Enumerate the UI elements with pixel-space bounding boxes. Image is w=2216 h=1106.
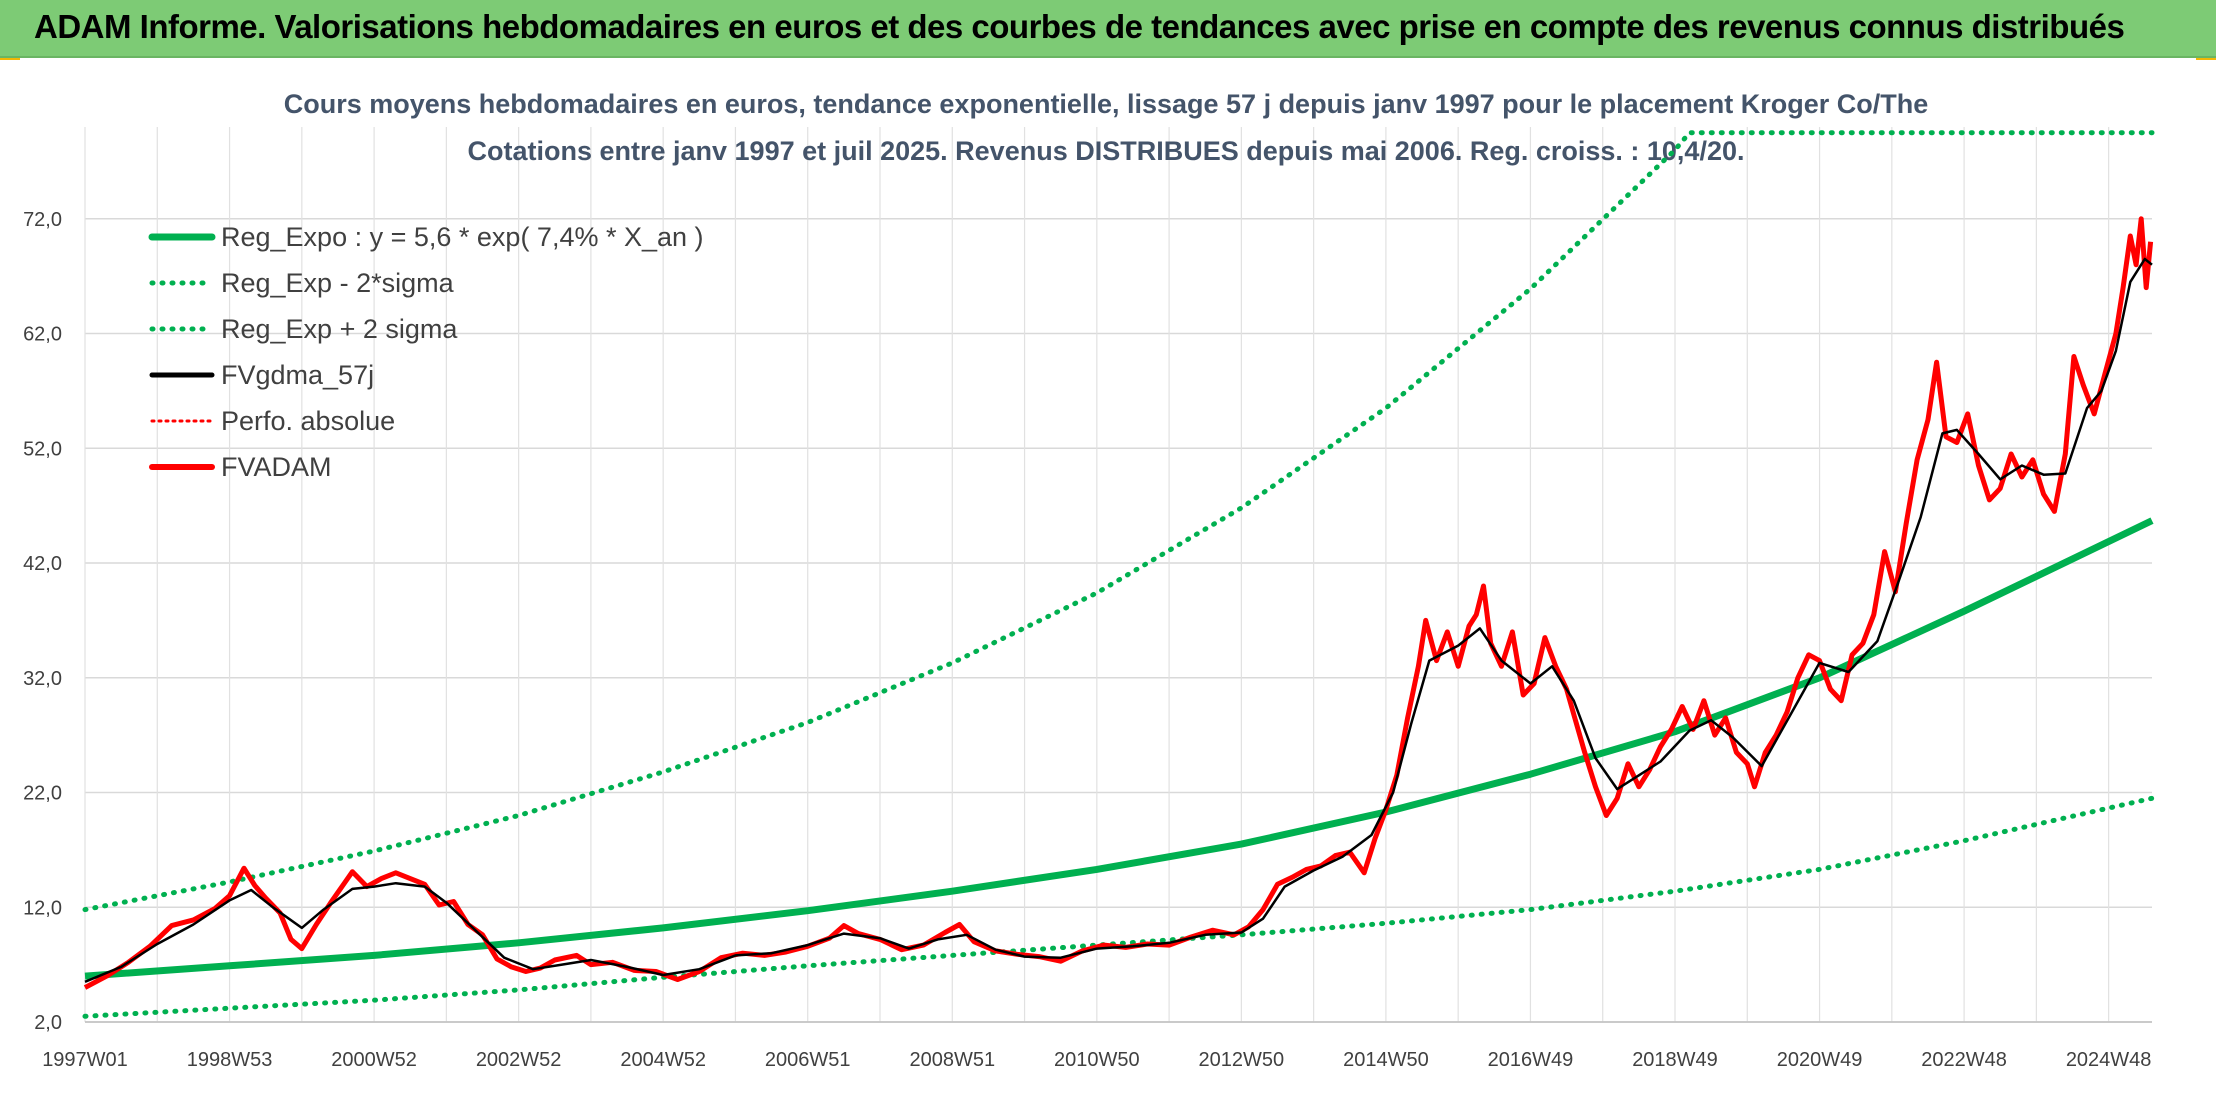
legend-label-2: Reg_Exp + 2 sigma: [221, 314, 458, 344]
x-tick-label-11: 2018W49: [1632, 1049, 1718, 1071]
x-tick-label-1: 1998W53: [187, 1049, 273, 1071]
x-tick-label-3: 2002W52: [476, 1049, 562, 1071]
legend-label-5: FVADAM: [221, 452, 332, 482]
chart-title-line-2: Cotations entre janv 1997 et juil 2025. …: [467, 136, 1744, 166]
legend-label-0: Reg_Expo : y = 5,6 * exp( 7,4% * X_an ): [221, 222, 704, 252]
x-tick-label-14: 2024W48: [2066, 1049, 2152, 1071]
grid: [84, 127, 2152, 1023]
x-tick-label-9: 2014W50: [1343, 1049, 1429, 1071]
x-tick-label-4: 2004W52: [620, 1049, 706, 1071]
x-tick-label-5: 2006W51: [765, 1049, 851, 1071]
x-axis-ticks: 1997W01 1998W53 2000W52 2002W52 2004W52 2006W…: [42, 1049, 2151, 1071]
series-reg-plus-2sigma: [82, 130, 2155, 913]
legend-label-4: Perfo. absolue: [221, 406, 395, 436]
y-tick-label-0: 2,0: [34, 1012, 62, 1034]
price-chart: Cours moyens hebdomadaires en euros, ten…: [23, 89, 2155, 1071]
series-reg-minus-2sigma: [82, 795, 2155, 1019]
y-axis-ticks: 2,0 12,0 22,0 32,0 42,0 52,0 62,0 72,0: [23, 209, 62, 1034]
report-header: ADAM Informe. Valorisations hebdomadaire…: [0, 0, 2216, 58]
x-tick-label-12: 2020W49: [1777, 1049, 1863, 1071]
chart-panel: Cours moyens hebdomadaires en euros, ten…: [0, 60, 2216, 1106]
x-tick-label-13: 2022W48: [1921, 1049, 2007, 1071]
report-title: ADAM Informe. Valorisations hebdomadaire…: [34, 8, 2125, 45]
series-reg-expo: [84, 517, 2154, 980]
x-tick-label-7: 2010W50: [1054, 1049, 1140, 1071]
x-tick-label-8: 2012W50: [1199, 1049, 1285, 1071]
series: [82, 130, 2155, 1019]
y-tick-label-6: 62,0: [23, 324, 62, 346]
x-tick-label-2: 2000W52: [331, 1049, 417, 1071]
y-tick-label-1: 12,0: [23, 897, 62, 919]
y-tick-label-2: 22,0: [23, 783, 62, 805]
x-tick-label-10: 2016W49: [1488, 1049, 1574, 1071]
legend-label-3: FVgdma_57j: [221, 360, 374, 390]
chart-title: Cours moyens hebdomadaires en euros, ten…: [284, 89, 1929, 166]
chart-title-line-1: Cours moyens hebdomadaires en euros, ten…: [284, 89, 1929, 119]
series-fvgdma-57j: [84, 257, 2153, 983]
legend: Reg_Expo : y = 5,6 * exp( 7,4% * X_an ) R…: [148, 222, 704, 482]
y-tick-label-4: 42,0: [23, 553, 62, 575]
x-tick-label-6: 2008W51: [909, 1049, 995, 1071]
y-tick-label-7: 72,0: [23, 209, 62, 231]
y-tick-label-5: 52,0: [23, 438, 62, 460]
legend-label-1: Reg_Exp - 2*sigma: [221, 268, 455, 298]
y-tick-label-3: 32,0: [23, 668, 62, 690]
x-tick-label-0: 1997W01: [42, 1049, 128, 1071]
